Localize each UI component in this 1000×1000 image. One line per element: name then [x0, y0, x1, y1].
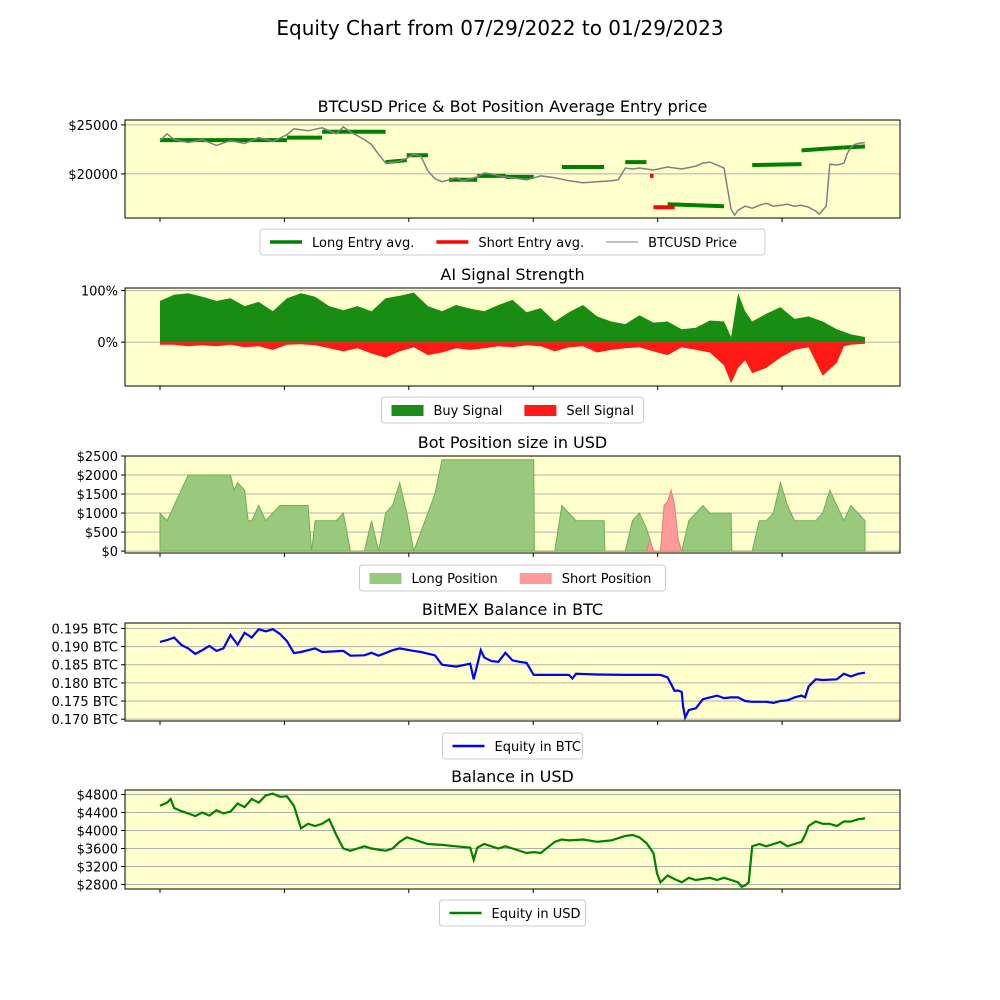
area-fill	[159, 459, 866, 553]
area-fill	[645, 488, 683, 552]
plot-area	[125, 623, 900, 721]
legend-swatch	[369, 573, 402, 584]
plot-area	[125, 120, 900, 218]
y-tick-label: $2000	[77, 469, 118, 484]
entry-segment	[801, 145, 844, 153]
chart-panel-4: 0.195 BTC 0.190 BTC 0.185 BTC 0.180 BTC 0.17…	[51, 600, 901, 760]
axes-frame	[124, 789, 901, 890]
series-sell-signal	[160, 342, 865, 384]
series-equity-in-btc	[159, 627, 866, 721]
series-short-position	[645, 488, 683, 552]
axes-frame	[124, 455, 901, 554]
entry-segment	[843, 144, 866, 150]
entry-segment	[752, 162, 802, 168]
price-line	[159, 125, 866, 217]
panel-title: Balance in USD	[451, 767, 574, 786]
legend-swatch	[519, 573, 552, 584]
legend: Equity in USD	[439, 899, 586, 927]
legend: Equity in BTC	[442, 732, 583, 760]
legend-box	[259, 228, 766, 256]
y-tick-label: $2800	[77, 879, 118, 894]
legend-box	[381, 396, 644, 424]
area-fill	[160, 292, 865, 343]
legend-label: Long Position	[412, 572, 498, 587]
legend-box	[442, 732, 583, 760]
y-tick-label: $4800	[77, 789, 118, 804]
series-btcusd-price	[159, 125, 866, 217]
equity-line	[159, 627, 866, 721]
y-tick-label: $0	[101, 545, 118, 560]
series-short-entry-avg-	[649, 173, 675, 210]
chart-panel-3: $2500 $2000 $1500 $1000 $500 $0 Bot Position s…	[77, 433, 901, 592]
panel-title: AI Signal Strength	[440, 265, 584, 284]
chart-panel-1: $25000 $20000 BTCUSD Price & Bot Position …	[68, 97, 901, 256]
y-tick-label: $25000	[68, 119, 118, 134]
axes-frame	[124, 119, 901, 219]
y-tick-label: $500	[85, 526, 118, 541]
y-tick-label: 100%	[81, 285, 118, 300]
legend-box	[359, 564, 666, 592]
legend-label: Sell Signal	[566, 404, 634, 419]
chart-panel-5: $4800 $4400 $4000 $3600 $3200 $2800 Balance in…	[77, 767, 901, 927]
legend-label: Buy Signal	[434, 404, 503, 419]
panel-title: BTCUSD Price & Bot Position Average Entr…	[318, 97, 708, 116]
y-tick-label: 0.175 BTC	[51, 695, 118, 710]
legend: Long Entry avg. Short Entry avg. BTCUSD Pr…	[259, 228, 766, 256]
legend-label: Equity in USD	[492, 907, 581, 922]
panel-title: BitMEX Balance in BTC	[422, 600, 603, 619]
y-tick-label: $20000	[68, 168, 118, 183]
area-fill	[160, 342, 865, 384]
y-tick-label: 0%	[97, 336, 118, 351]
legend: Long Position Short Position	[359, 564, 666, 592]
equity-line	[159, 792, 866, 889]
legend-label: Long Entry avg.	[312, 236, 414, 251]
plot-area	[125, 790, 900, 889]
legend-label: Equity in BTC	[495, 740, 581, 755]
y-tick-label: 0.190 BTC	[51, 641, 118, 656]
axes-frame	[124, 622, 901, 722]
page-title: Equity Chart from 07/29/2022 to 01/29/20…	[276, 16, 723, 40]
axes-frame	[124, 287, 901, 387]
y-tick-label: $1500	[77, 488, 118, 503]
legend-label: Short Entry avg.	[478, 236, 584, 251]
legend-swatch	[524, 405, 557, 416]
legend-label: Short Position	[562, 572, 652, 587]
legend: Buy Signal Sell Signal	[381, 396, 644, 424]
series-equity-in-usd	[159, 792, 866, 889]
y-tick-label: 0.185 BTC	[51, 659, 118, 674]
y-tick-label: 0.170 BTC	[51, 713, 118, 728]
y-tick-label: 0.195 BTC	[51, 622, 118, 637]
y-tick-label: 0.180 BTC	[51, 677, 118, 692]
y-tick-label: $3600	[77, 843, 118, 858]
series-buy-signal	[160, 292, 865, 343]
y-tick-label: $3200	[77, 861, 118, 876]
legend-label: BTCUSD Price	[648, 236, 737, 251]
y-tick-label: $4400	[77, 807, 118, 822]
series-long-position	[159, 459, 866, 553]
entry-segment	[667, 202, 725, 209]
chart-panel-2: 100% 0% AI Signal Strength Buy Signal Sell S…	[81, 265, 901, 424]
y-tick-label: $1000	[77, 507, 118, 522]
legend-box	[439, 899, 586, 927]
y-tick-label: $2500	[77, 450, 118, 465]
legend-swatch	[391, 405, 424, 416]
y-tick-label: $4000	[77, 825, 118, 840]
panel-title: Bot Position size in USD	[418, 433, 607, 452]
